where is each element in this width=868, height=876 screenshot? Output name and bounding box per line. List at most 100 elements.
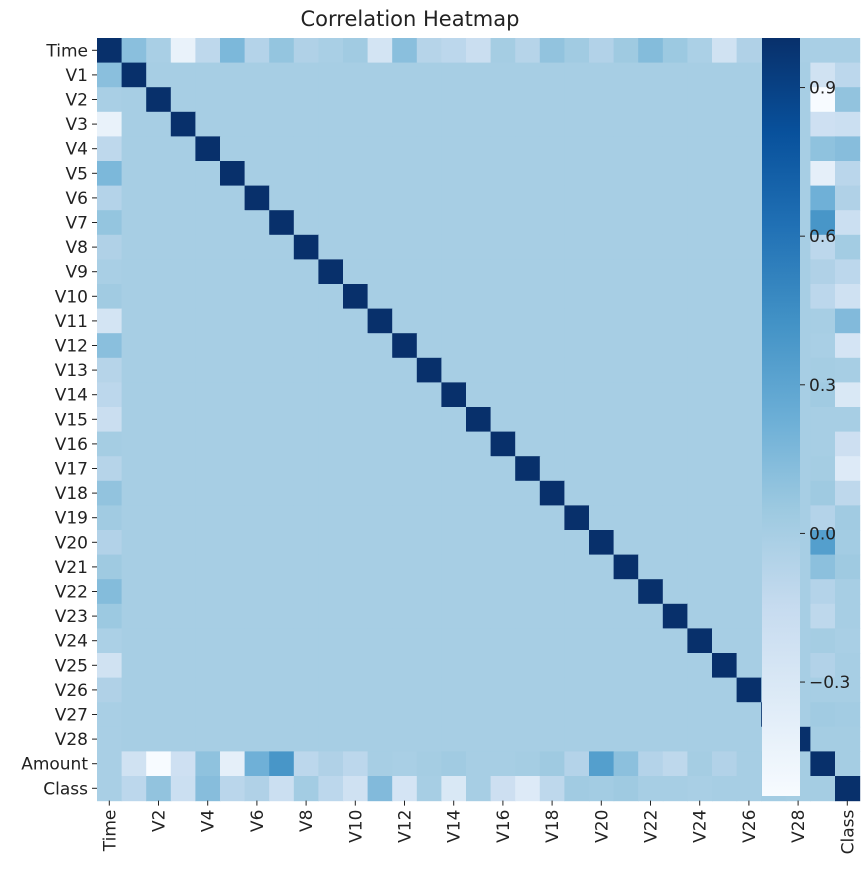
heatmap-cell-V18-V16 bbox=[490, 480, 516, 506]
y-tick-label-V13: V13 bbox=[55, 361, 88, 381]
heatmap-cell-V11-V8 bbox=[293, 308, 319, 334]
heatmap-cell-V1-V25 bbox=[712, 62, 738, 88]
heatmap-cell-Time-V2 bbox=[146, 38, 172, 64]
heatmap-cell-V12-Amount bbox=[810, 333, 836, 359]
heatmap-cell-V19-V13 bbox=[416, 505, 442, 531]
heatmap-cell-V1-V17 bbox=[515, 62, 541, 88]
x-tick-label-V10: V10 bbox=[346, 810, 366, 843]
heatmap-cell-V4-V2 bbox=[146, 136, 172, 162]
heatmap-cell-V17-Amount bbox=[810, 456, 836, 482]
heatmap-cell-V2-V9 bbox=[318, 87, 344, 113]
heatmap-cell-Amount-V25 bbox=[712, 751, 738, 777]
x-tick-label-V12: V12 bbox=[396, 810, 416, 843]
heatmap-cell-V6-V12 bbox=[392, 185, 418, 211]
heatmap-cell-V15-V19 bbox=[564, 407, 590, 433]
heatmap-cell-V12-V10 bbox=[343, 333, 369, 359]
heatmap-cell-V3-V26 bbox=[736, 111, 762, 137]
heatmap-cell-V19-V10 bbox=[343, 505, 369, 531]
heatmap-cell-V20-V14 bbox=[441, 530, 467, 556]
heatmap-cell-V1-V10 bbox=[343, 62, 369, 88]
heatmap-cell-V12-V3 bbox=[170, 333, 196, 359]
heatmap-cell-V19-V5 bbox=[220, 505, 246, 531]
heatmap-cell-V24-V26 bbox=[736, 628, 762, 654]
heatmap-cell-V21-V9 bbox=[318, 554, 344, 580]
heatmap-cell-V23-V9 bbox=[318, 603, 344, 629]
heatmap-cell-V24-V13 bbox=[416, 628, 442, 654]
heatmap-cell-V22-V21 bbox=[613, 579, 639, 605]
heatmap-cell-V5-V19 bbox=[564, 161, 590, 187]
heatmap-cell-V17-V26 bbox=[736, 456, 762, 482]
heatmap-cell-V26-V20 bbox=[589, 677, 615, 703]
heatmap-cell-V12-V26 bbox=[736, 333, 762, 359]
heatmap-cell-V2-V2 bbox=[146, 87, 172, 113]
heatmap-cell-V9-V9 bbox=[318, 259, 344, 285]
heatmap-cell-V6-V10 bbox=[343, 185, 369, 211]
heatmap-cell-V2-Amount bbox=[810, 87, 836, 113]
y-tick-label-V2: V2 bbox=[66, 91, 88, 111]
y-tick-label-Amount: Amount bbox=[21, 755, 88, 775]
heatmap-cell-V23-V12 bbox=[392, 603, 418, 629]
heatmap-cell-V3-V11 bbox=[367, 111, 393, 137]
heatmap-cell-Class-V20 bbox=[589, 776, 615, 802]
heatmap-cell-V28-V1 bbox=[121, 726, 147, 752]
heatmap-cell-V5-V9 bbox=[318, 161, 344, 187]
heatmap-cell-V9-V7 bbox=[269, 259, 295, 285]
heatmap-cell-Time-V9 bbox=[318, 38, 344, 64]
heatmap-cell-V7-V4 bbox=[195, 210, 221, 236]
heatmap-cell-V24-V17 bbox=[515, 628, 541, 654]
heatmap-cell-V5-Class bbox=[835, 161, 861, 187]
heatmap-cell-V20-V7 bbox=[269, 530, 295, 556]
heatmap-cell-V12-Class bbox=[835, 333, 861, 359]
heatmap-cell-V26-V24 bbox=[687, 677, 713, 703]
x-tick-label-V4: V4 bbox=[199, 810, 219, 832]
heatmap-cell-V4-Amount bbox=[810, 136, 836, 162]
heatmap-cell-V15-V25 bbox=[712, 407, 738, 433]
heatmap-cell-V13-V11 bbox=[367, 357, 393, 383]
heatmap-cell-Time-V11 bbox=[367, 38, 393, 64]
heatmap-cell-V28-V17 bbox=[515, 726, 541, 752]
heatmap-cell-V27-V8 bbox=[293, 702, 319, 728]
heatmap-cell-V20-V1 bbox=[121, 530, 147, 556]
heatmap-cell-V4-Time bbox=[97, 136, 123, 162]
heatmap-cell-V7-V22 bbox=[638, 210, 664, 236]
y-tick-label-Class: Class bbox=[43, 779, 88, 799]
y-tick-label-Time: Time bbox=[45, 41, 88, 61]
y-tick-label-V7: V7 bbox=[66, 214, 88, 234]
heatmap-cell-V15-V10 bbox=[343, 407, 369, 433]
heatmap-cell-V8-V6 bbox=[244, 234, 270, 260]
heatmap-cell-V15-V3 bbox=[170, 407, 196, 433]
heatmap-cell-V15-V23 bbox=[662, 407, 688, 433]
heatmap-cell-V12-Time bbox=[97, 333, 123, 359]
heatmap-cell-Class-V16 bbox=[490, 776, 516, 802]
heatmap-cell-V13-V17 bbox=[515, 357, 541, 383]
heatmap-cell-V5-V7 bbox=[269, 161, 295, 187]
heatmap-cell-V15-Amount bbox=[810, 407, 836, 433]
heatmap-cell-V19-V11 bbox=[367, 505, 393, 531]
heatmap-cell-V15-V16 bbox=[490, 407, 516, 433]
heatmap-cell-V10-V23 bbox=[662, 284, 688, 310]
heatmap-cell-V14-V13 bbox=[416, 382, 442, 408]
heatmap-cell-V7-V11 bbox=[367, 210, 393, 236]
heatmap-cell-V24-V19 bbox=[564, 628, 590, 654]
heatmap-cell-V2-V22 bbox=[638, 87, 664, 113]
x-tick-label-V8: V8 bbox=[297, 810, 317, 832]
heatmap-cell-V15-V12 bbox=[392, 407, 418, 433]
heatmap-cell-V25-V14 bbox=[441, 653, 467, 679]
heatmap-cell-Time-Class bbox=[835, 38, 861, 64]
heatmap-cell-V2-Time bbox=[97, 87, 123, 113]
heatmap-cell-V19-V4 bbox=[195, 505, 221, 531]
heatmap-cell-V14-V16 bbox=[490, 382, 516, 408]
heatmap-cell-V3-V19 bbox=[564, 111, 590, 137]
heatmap-cell-V28-V8 bbox=[293, 726, 319, 752]
heatmap-cell-Time-V18 bbox=[539, 38, 565, 64]
heatmap-cell-V22-V8 bbox=[293, 579, 319, 605]
heatmap-cell-V13-V23 bbox=[662, 357, 688, 383]
heatmap-cell-V19-V9 bbox=[318, 505, 344, 531]
heatmap-cell-V16-V19 bbox=[564, 431, 590, 457]
heatmap-cell-V7-V2 bbox=[146, 210, 172, 236]
heatmap-cell-V20-V22 bbox=[638, 530, 664, 556]
heatmap-cell-V19-V26 bbox=[736, 505, 762, 531]
heatmap-cell-V17-V5 bbox=[220, 456, 246, 482]
heatmap-cell-V22-V1 bbox=[121, 579, 147, 605]
heatmap-cell-Amount-Class bbox=[835, 751, 861, 777]
